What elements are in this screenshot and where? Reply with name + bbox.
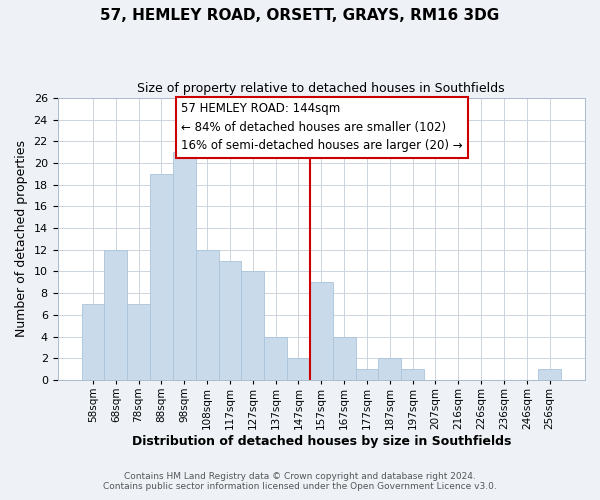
Bar xyxy=(401,369,424,380)
Bar xyxy=(538,369,561,380)
X-axis label: Distribution of detached houses by size in Southfields: Distribution of detached houses by size … xyxy=(131,434,511,448)
Bar xyxy=(332,336,356,380)
Text: Contains HM Land Registry data © Crown copyright and database right 2024.: Contains HM Land Registry data © Crown c… xyxy=(124,472,476,481)
Bar xyxy=(218,260,241,380)
Bar xyxy=(127,304,150,380)
Bar xyxy=(356,369,379,380)
Bar xyxy=(196,250,218,380)
Bar xyxy=(150,174,173,380)
Bar xyxy=(173,152,196,380)
Bar xyxy=(287,358,310,380)
Text: 57, HEMLEY ROAD, ORSETT, GRAYS, RM16 3DG: 57, HEMLEY ROAD, ORSETT, GRAYS, RM16 3DG xyxy=(100,8,500,22)
Bar xyxy=(264,336,287,380)
Bar xyxy=(241,272,264,380)
Bar xyxy=(82,304,104,380)
Bar xyxy=(379,358,401,380)
Text: 57 HEMLEY ROAD: 144sqm
← 84% of detached houses are smaller (102)
16% of semi-de: 57 HEMLEY ROAD: 144sqm ← 84% of detached… xyxy=(181,102,463,152)
Bar xyxy=(104,250,127,380)
Title: Size of property relative to detached houses in Southfields: Size of property relative to detached ho… xyxy=(137,82,505,96)
Y-axis label: Number of detached properties: Number of detached properties xyxy=(15,140,28,338)
Bar xyxy=(310,282,332,380)
Text: Contains public sector information licensed under the Open Government Licence v3: Contains public sector information licen… xyxy=(103,482,497,491)
